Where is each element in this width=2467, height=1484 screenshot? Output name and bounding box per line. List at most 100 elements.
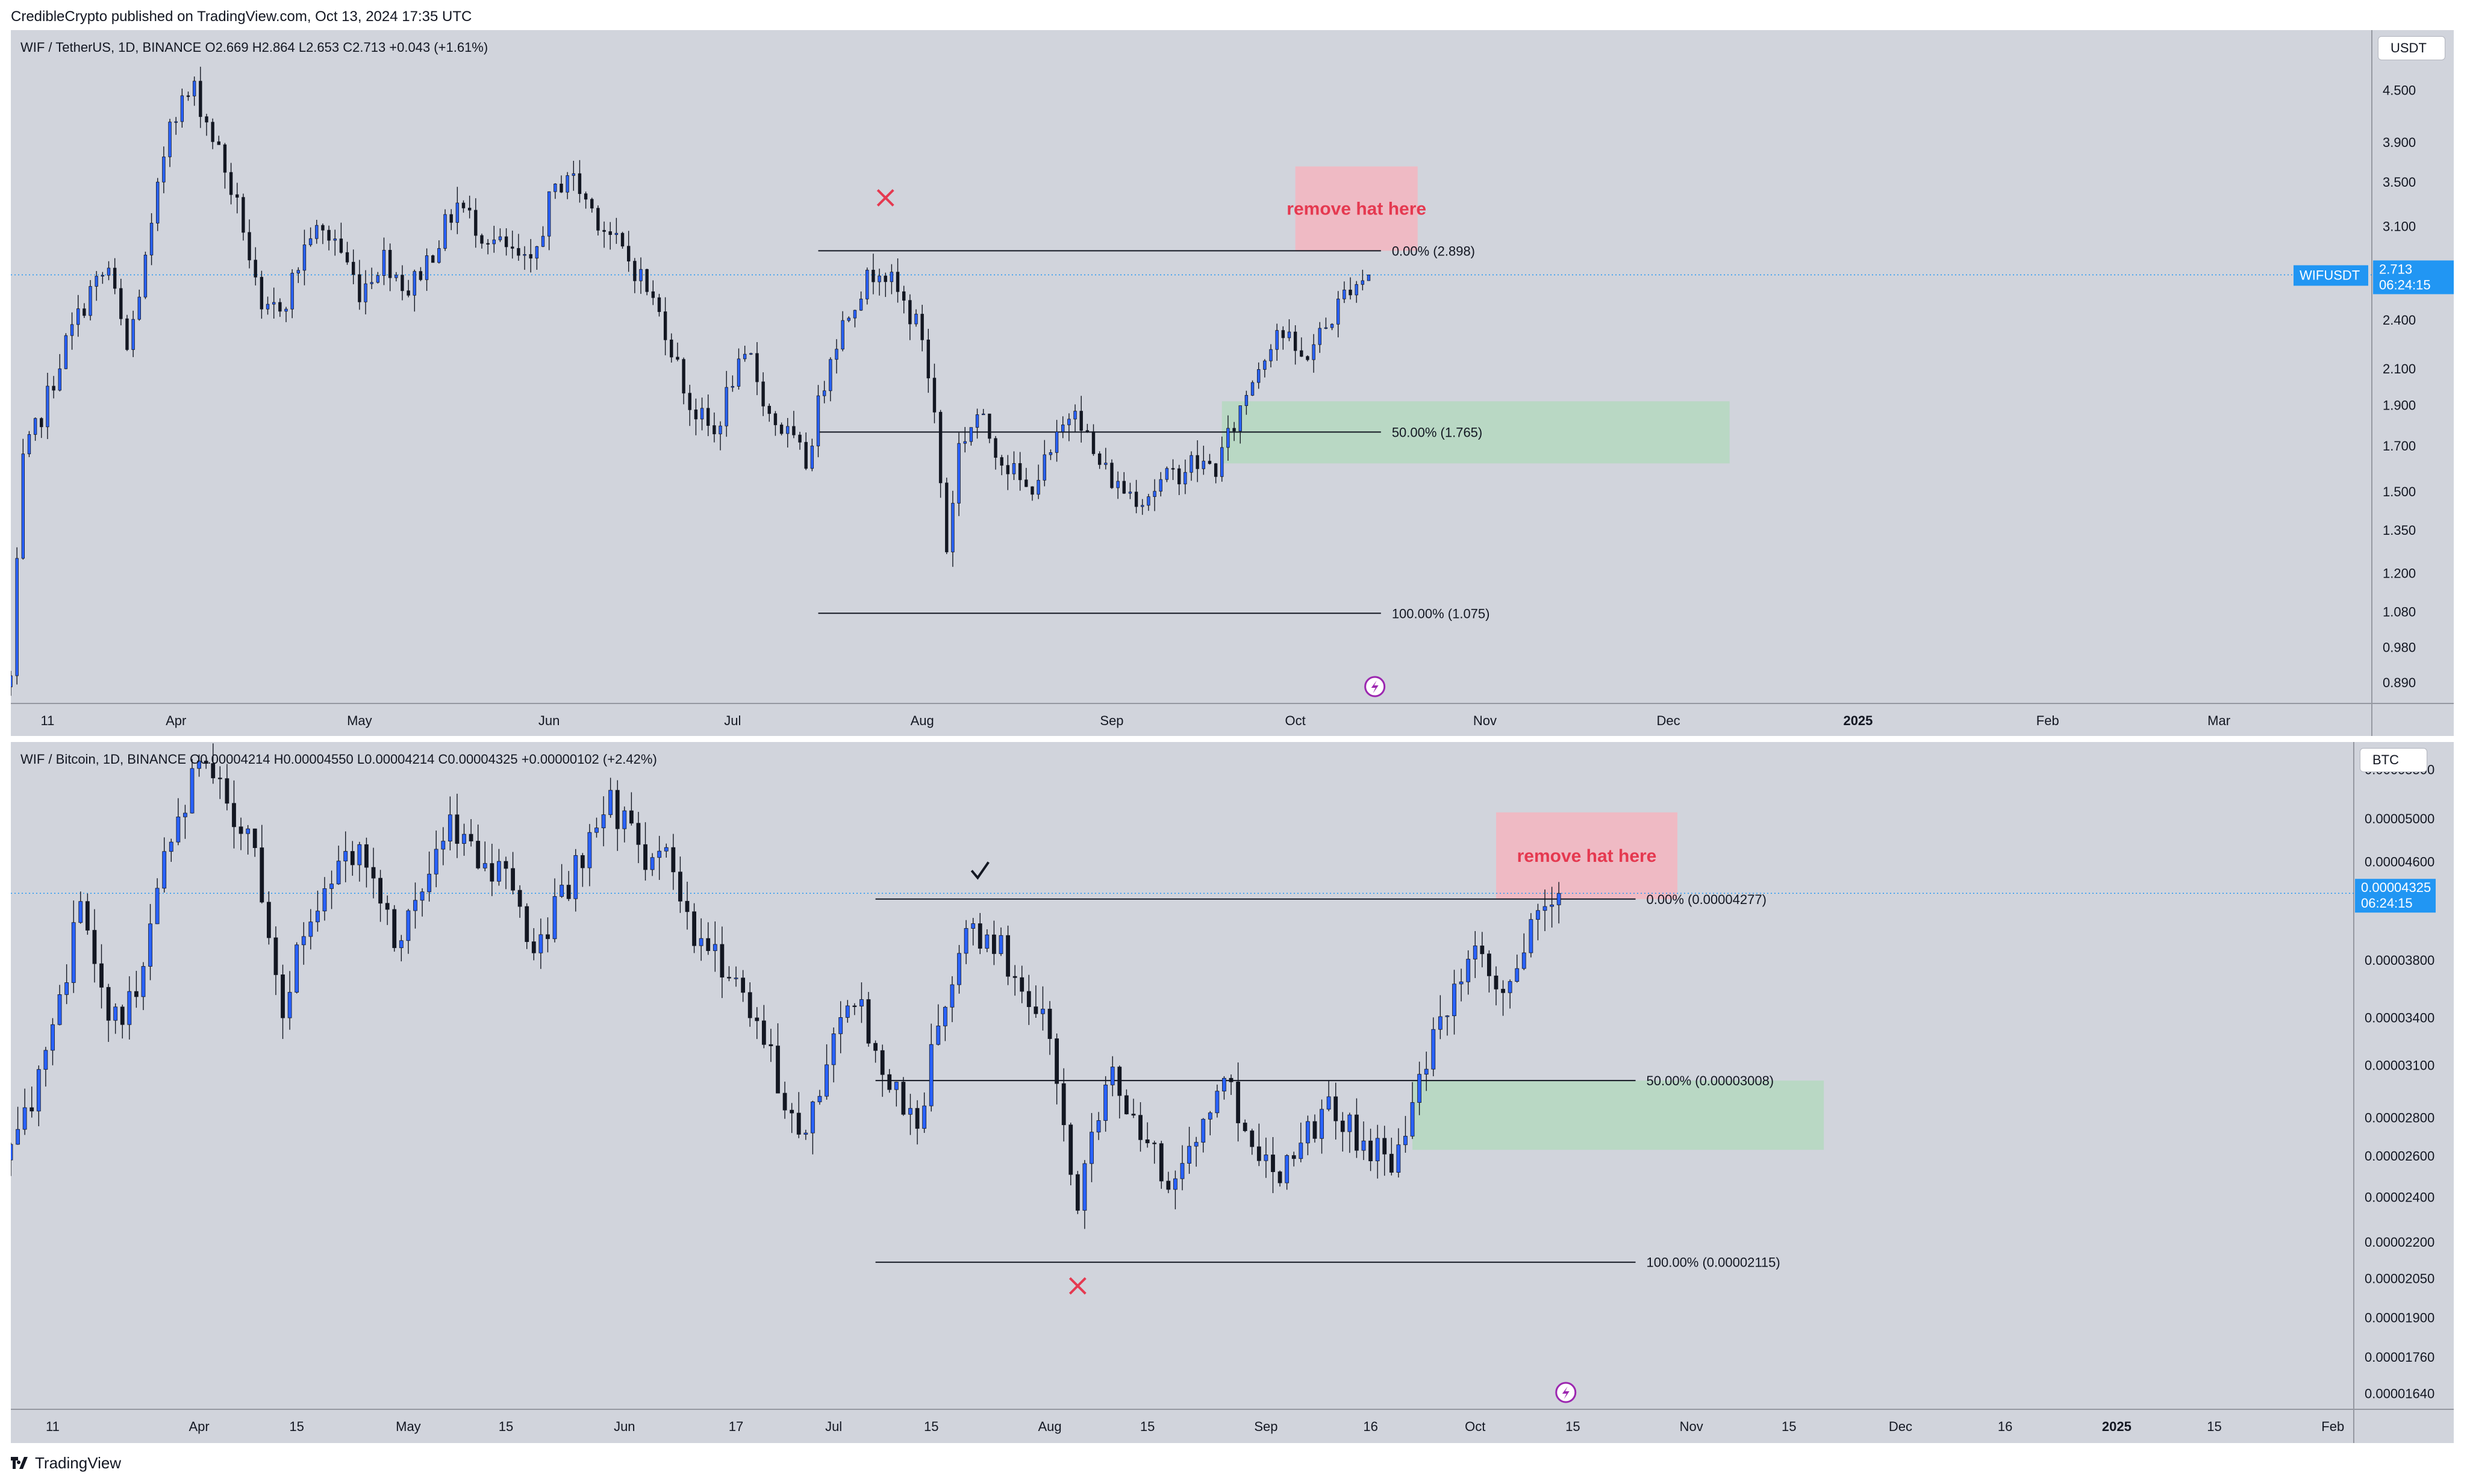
candle-down — [643, 844, 647, 870]
candle-down — [321, 225, 325, 231]
tradingview-logo-icon — [11, 1456, 28, 1469]
candle-down — [769, 1044, 773, 1047]
candle-up — [547, 191, 551, 237]
candle-up — [699, 938, 703, 946]
candle-up — [1445, 1015, 1450, 1017]
close-value: 0.00004325 — [448, 752, 522, 767]
candle-up — [1067, 419, 1071, 425]
candle-down — [615, 790, 620, 829]
symbol-info-line[interactable]: WIF / TetherUS, 1D, BINANCE O2.669 H2.86… — [20, 40, 488, 55]
candle-up — [1110, 1067, 1115, 1085]
footer-brand: TradingView — [35, 1454, 122, 1472]
candle-up — [308, 921, 313, 937]
candle-down — [706, 408, 710, 426]
price-tick-label: 0.00002800 — [2365, 1111, 2434, 1126]
time-tick-label: Dec — [1889, 1419, 1912, 1434]
candle-up — [552, 896, 557, 940]
candle-down — [431, 255, 435, 263]
last-price-box — [2373, 260, 2454, 295]
candle-down — [1487, 953, 1491, 976]
candle-up — [1184, 472, 1187, 485]
candle-up — [700, 408, 704, 420]
candle-up — [1187, 1146, 1191, 1164]
candle-up — [301, 936, 306, 946]
event-bolt-glyph — [1371, 681, 1379, 693]
candle-down — [992, 934, 996, 954]
candle-up — [878, 275, 881, 282]
candle-down — [266, 902, 271, 938]
candle-up — [76, 308, 80, 325]
price-tick-label: 0.00003400 — [2365, 1010, 2434, 1025]
wif-btc-chart-pane[interactable]: remove hat here 0.00% (0.00004277) 50.00% … — [11, 742, 2454, 1443]
wif-usdt-chart-pane[interactable]: remove hat here 0.00% (2.898) 50.00% (1.76… — [11, 30, 2454, 736]
candle-up — [985, 934, 990, 949]
candle-down — [352, 261, 355, 275]
price-tick-label: 4.500 — [2383, 83, 2416, 98]
candle-down — [517, 248, 520, 256]
candle-up — [46, 385, 49, 428]
candle-up — [950, 984, 955, 1008]
candle-up — [1536, 910, 1540, 920]
candle-down — [106, 987, 111, 1021]
event-bolt-glyph — [1562, 1386, 1570, 1399]
currency-unit-button[interactable]: USDT — [2378, 36, 2445, 60]
support-zone-box — [1412, 1080, 1824, 1150]
candle-down — [755, 353, 759, 382]
currency-unit-button[interactable]: BTC — [2360, 748, 2427, 772]
candle-up — [95, 276, 98, 287]
candle-up — [845, 1005, 850, 1018]
candle-up — [1326, 1096, 1331, 1110]
price-tick-label: 0.00001760 — [2365, 1350, 2434, 1365]
candle-up — [246, 828, 251, 834]
candle-up — [1347, 1114, 1352, 1132]
candle-down — [884, 275, 887, 282]
candle-down — [608, 231, 612, 235]
candle-up — [1410, 1102, 1415, 1136]
candle-up — [70, 324, 74, 336]
candle-up — [1324, 327, 1328, 329]
price-tick-label: 3.100 — [2383, 219, 2416, 234]
candle-up — [1336, 298, 1340, 325]
candle-up — [15, 558, 19, 676]
candle-down — [517, 890, 522, 907]
candle-down — [1171, 468, 1175, 470]
time-tick-label: 11 — [46, 1419, 60, 1434]
price-tick-label: 1.080 — [2383, 604, 2416, 619]
candle-down — [1061, 1083, 1066, 1126]
candle-up — [817, 1096, 822, 1102]
candle-down — [1047, 1008, 1052, 1040]
candle-down — [1138, 1115, 1143, 1140]
candle-down — [204, 761, 208, 764]
candle-down — [260, 276, 264, 310]
candle-up — [1180, 1163, 1185, 1179]
candle-down — [1196, 455, 1199, 469]
candle-down — [1068, 1124, 1073, 1175]
candle-down — [225, 778, 229, 804]
tradingview-footer[interactable]: TradingView — [11, 1454, 121, 1473]
candle-up — [1073, 411, 1077, 420]
pane-divider[interactable] — [11, 736, 2454, 742]
countdown-value: 06:24:15 — [2361, 896, 2413, 911]
candle-down — [896, 272, 900, 292]
candle-down — [388, 249, 392, 278]
candle-up — [922, 1105, 927, 1129]
candle-down — [119, 288, 123, 319]
symbol-info-line[interactable]: WIF / Bitcoin, 1D, BINANCE O0.00004214 H… — [20, 752, 657, 767]
candle-down — [252, 828, 257, 848]
fib-label-2: 100.00% (1.075) — [1392, 606, 1490, 621]
candle-down — [779, 425, 784, 434]
candle-up — [859, 999, 864, 1006]
candle-up — [999, 935, 1003, 954]
candle-down — [205, 116, 208, 123]
candle-up — [951, 503, 955, 552]
time-tick-label: 15 — [1565, 1419, 1580, 1434]
candle-up — [969, 427, 973, 442]
candle-down — [915, 1108, 920, 1129]
high-value: 2.864 — [261, 40, 299, 55]
candle-up — [343, 851, 348, 862]
candle-up — [1159, 479, 1162, 492]
candle-up — [964, 928, 968, 954]
candle-up — [538, 934, 543, 953]
candle-down — [1281, 330, 1285, 338]
candle-up — [272, 302, 276, 305]
